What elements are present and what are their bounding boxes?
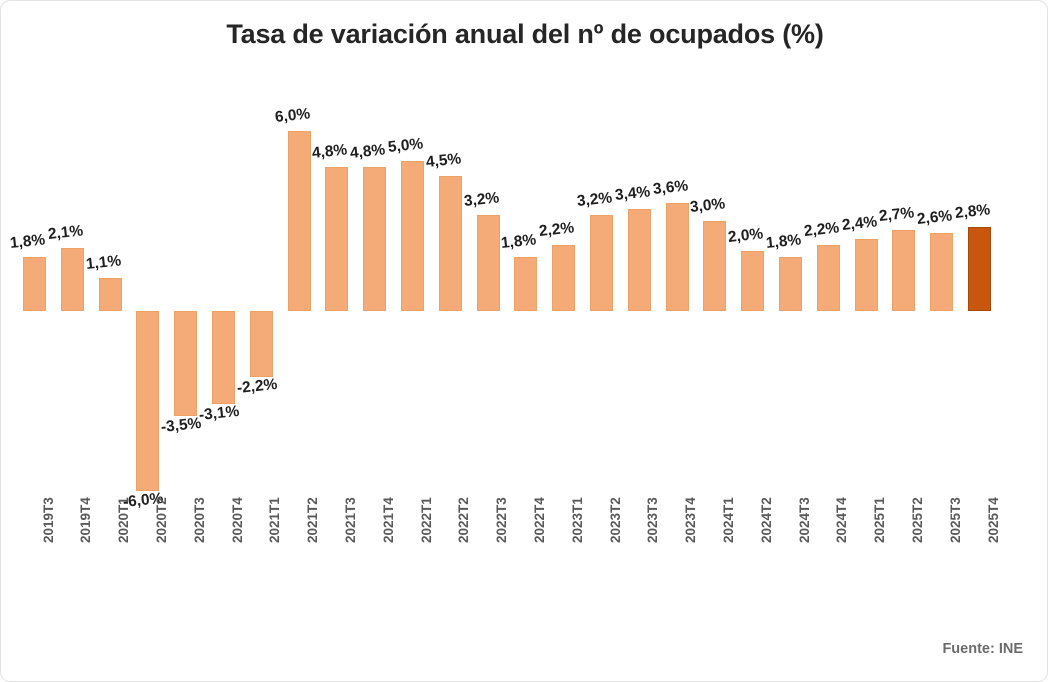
x-axis-label-2021T2: 2021T2 [305, 497, 321, 543]
bar-value-label-2020T3: -3,5% [160, 414, 203, 437]
bar-value-label-2024T4: 2,2% [802, 219, 840, 241]
bar-2020T2 [136, 311, 160, 491]
bar-value-label-2019T4: 2,1% [46, 222, 84, 244]
bar-2020T3 [174, 311, 198, 416]
bar-2025T1 [854, 239, 878, 311]
x-axis-label-2021T1: 2021T1 [267, 497, 283, 543]
x-axis-label-2020T4: 2020T4 [229, 497, 245, 543]
bar-value-label-2023T3: 3,4% [613, 183, 651, 205]
bar-2020T4 [212, 311, 235, 404]
bar-2025T3 [930, 233, 954, 311]
x-axis-label-2021T4: 2021T4 [380, 497, 396, 543]
x-axis-label-2024T4: 2024T4 [834, 497, 850, 543]
bar-2024T3 [779, 257, 802, 311]
x-axis-label-2022T2: 2022T2 [456, 497, 472, 543]
x-axis-label-2022T4: 2022T4 [531, 497, 547, 543]
bar-value-label-2020T1: 1,1% [84, 252, 122, 274]
bar-2021T4 [363, 167, 387, 311]
x-axis-label-2022T1: 2022T1 [418, 497, 434, 543]
bar-value-label-2022T2: 4,5% [424, 150, 462, 172]
bar-value-label-2025T2: 2,7% [878, 204, 916, 226]
bar-2022T3 [476, 215, 500, 311]
bar-2021T2 [287, 131, 311, 311]
bar-value-label-2024T3: 1,8% [765, 231, 803, 253]
bar-value-label-2022T3: 3,2% [462, 189, 500, 211]
bar-2023T4 [665, 203, 689, 311]
x-axis-label-2024T2: 2024T2 [758, 497, 774, 543]
bar-2023T3 [627, 209, 651, 311]
bar-2019T4 [60, 248, 84, 311]
bar-2025T4 [968, 227, 991, 311]
x-axis-label-2023T4: 2023T4 [683, 497, 699, 543]
bar-value-label-2021T1: -2,2% [235, 375, 278, 398]
bar-2023T1 [552, 245, 576, 311]
bar-value-label-2019T3: 1,8% [9, 231, 47, 253]
x-axis-label-2021T3: 2021T3 [342, 497, 358, 543]
bar-2019T3 [23, 257, 46, 311]
x-axis-label-2025T1: 2025T1 [872, 497, 888, 543]
bar-value-label-2023T2: 3,2% [576, 189, 614, 211]
bar-value-label-2023T1: 2,2% [538, 219, 576, 241]
bar-2020T1 [98, 278, 122, 311]
bar-value-label-2021T4: 4,8% [349, 141, 387, 163]
bar-2022T4 [514, 257, 538, 311]
x-axis-label-2023T2: 2023T2 [607, 497, 623, 543]
x-axis-label-2023T3: 2023T3 [645, 497, 661, 543]
x-axis-label-2020T2: 2020T2 [153, 497, 169, 543]
bar-value-label-2025T1: 2,4% [840, 213, 878, 235]
x-axis-label-2023T1: 2023T1 [569, 497, 585, 543]
x-axis-label-2019T3: 2019T3 [40, 497, 56, 543]
x-axis-label-2025T3: 2025T3 [947, 497, 963, 543]
bar-2025T2 [892, 230, 916, 311]
bar-2021T1 [249, 311, 273, 377]
bar-value-label-2025T4: 2,8% [954, 201, 992, 223]
bar-2023T2 [590, 215, 613, 311]
bar-2022T2 [438, 176, 462, 311]
bar-value-label-2025T3: 2,6% [916, 207, 954, 229]
x-axis-label-2025T2: 2025T2 [909, 497, 925, 543]
bar-value-label-2024T2: 2,0% [727, 225, 765, 247]
chart-title: Tasa de variación anual del nº de ocupad… [226, 19, 824, 49]
bar-2021T3 [325, 167, 349, 311]
x-axis-label-2019T4: 2019T4 [78, 497, 94, 543]
bar-value-label-2022T1: 5,0% [387, 135, 425, 157]
bar-value-label-2021T2: 6,0% [273, 105, 311, 127]
bar-value-label-2021T3: 4,8% [311, 141, 349, 163]
x-axis-label-2024T3: 2024T3 [796, 497, 812, 543]
bar-value-label-2020T4: -3,1% [198, 402, 241, 425]
x-axis-label-2020T3: 2020T3 [191, 497, 207, 543]
bar-2024T4 [816, 245, 840, 311]
x-axis-label-2024T1: 2024T1 [720, 497, 736, 543]
x-axis-label-2025T4: 2025T4 [985, 497, 1001, 543]
source-note: Fuente: INE [942, 641, 1023, 657]
bar-value-label-2023T4: 3,6% [651, 177, 689, 199]
bar-2024T2 [741, 251, 765, 311]
bar-value-label-2024T1: 3,0% [689, 195, 727, 217]
bar-2024T1 [703, 221, 727, 311]
x-axis-label-2022T3: 2022T3 [494, 497, 510, 543]
bar-value-label-2022T4: 1,8% [500, 231, 538, 253]
bar-2022T1 [401, 161, 424, 311]
